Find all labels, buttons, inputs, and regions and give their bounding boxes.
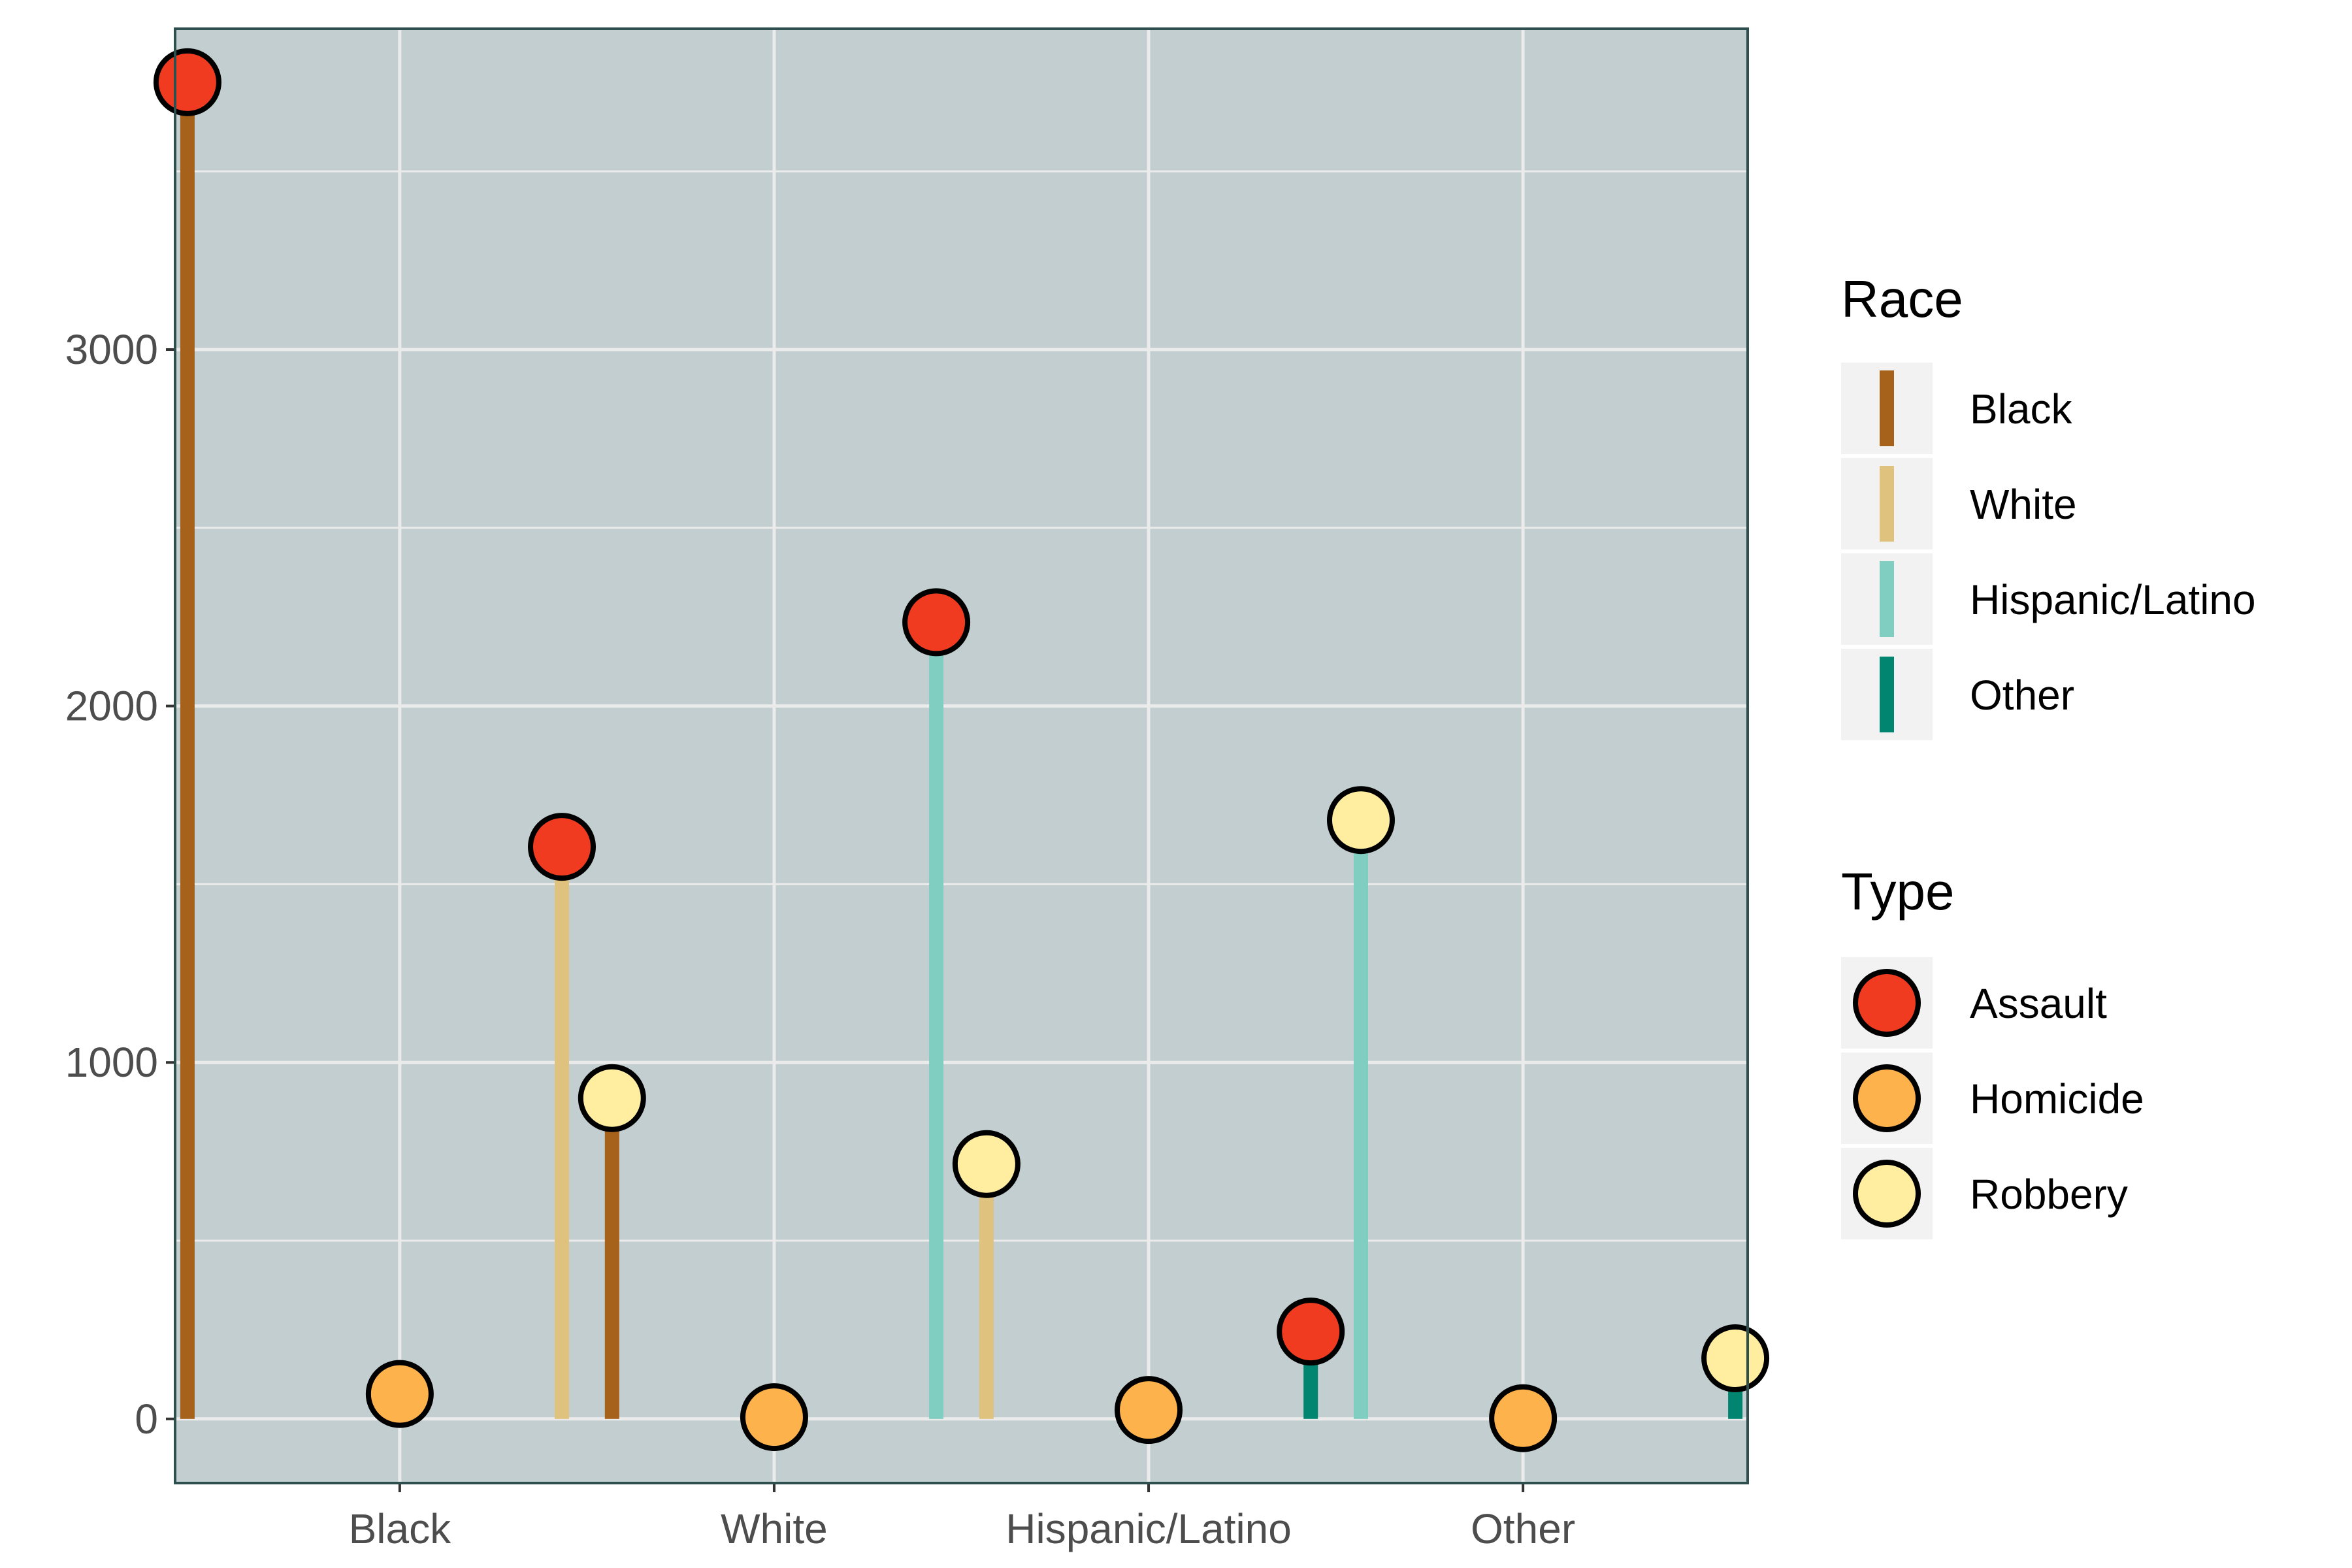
legend-label: Robbery	[1970, 1171, 2128, 1218]
y-tick-label: 2000	[65, 683, 158, 730]
lollipop-point	[153, 48, 221, 116]
legend-label: Other	[1970, 672, 2074, 719]
grid-lines	[175, 29, 1748, 1483]
x-tick-label: Other	[1471, 1505, 1575, 1552]
lollipop-stem	[604, 1098, 619, 1419]
legends: Race Black White Hispanic/Latino Other Type As…	[1841, 270, 2256, 1239]
x-tick-label: Black	[349, 1505, 452, 1552]
lollipop-stems	[180, 82, 1743, 1419]
plot-panel	[175, 29, 1748, 1483]
legend-label: Hispanic/Latino	[1970, 576, 2256, 623]
legend-key-type	[1853, 1064, 1921, 1132]
lollipop-point	[902, 588, 971, 657]
y-tick-label: 0	[135, 1396, 158, 1443]
lollipop-stem	[1353, 820, 1368, 1419]
lollipop-point	[578, 1064, 646, 1132]
legend-title: Race	[1841, 270, 1963, 328]
axes: 0 1000 2000 3000 Black White Hispanic/Latino Ot…	[65, 326, 1576, 1552]
lollipop-point	[1277, 1298, 1345, 1366]
lollipop-point	[1489, 1384, 1558, 1452]
lollipop-point	[952, 1130, 1021, 1198]
lollipop-stem	[929, 622, 944, 1419]
legend-label: White	[1970, 481, 2077, 528]
legend-key-race	[1880, 466, 1894, 542]
x-tick-label: White	[721, 1505, 828, 1552]
lollipop-point	[1326, 786, 1395, 855]
lollipop-stem	[979, 1164, 994, 1419]
lollipop-point	[528, 813, 596, 881]
legend-label: Black	[1970, 385, 2073, 433]
panel-background	[175, 29, 1748, 1483]
lollipop-stem	[180, 82, 195, 1419]
lollipop-point	[365, 1360, 434, 1428]
panel-border	[174, 27, 1749, 1484]
legend-key-type	[1853, 1160, 1921, 1228]
legend-label: Assault	[1970, 980, 2107, 1027]
y-tick-label: 1000	[65, 1039, 158, 1086]
x-tick-label: Hispanic/Latino	[1005, 1505, 1292, 1552]
legend-key-race	[1880, 561, 1894, 637]
legend-key-race	[1880, 657, 1894, 732]
lollipop-stem	[555, 847, 570, 1419]
legend-title: Type	[1841, 862, 1954, 921]
lollipop-point	[1115, 1376, 1183, 1445]
lollipop-points	[153, 48, 1770, 1452]
lollipop-point	[740, 1383, 808, 1452]
lollipop-point	[1701, 1324, 1770, 1393]
legend-key-type	[1853, 969, 1921, 1037]
y-tick-label: 3000	[65, 326, 158, 373]
legend-label: Homicide	[1970, 1075, 2144, 1122]
legend-key-race	[1880, 370, 1894, 446]
